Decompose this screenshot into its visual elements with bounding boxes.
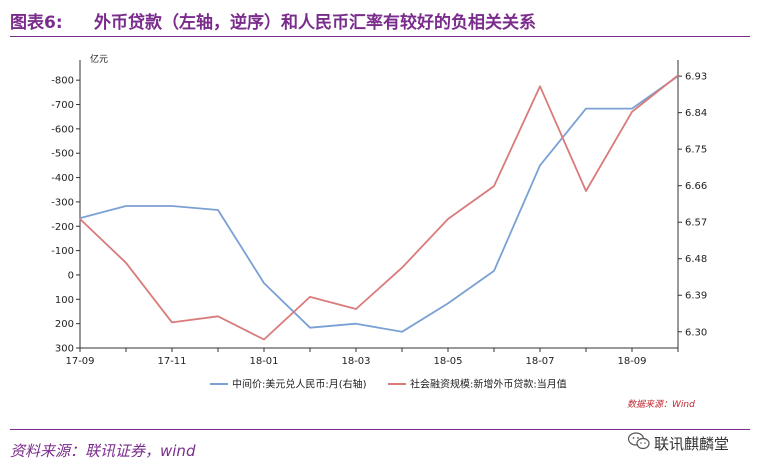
right-tick-label: 6.93	[685, 72, 707, 83]
left-tick-label: 100	[55, 295, 74, 306]
left-tick-label: 0	[68, 270, 74, 281]
fx-loans-series-line	[79, 74, 679, 341]
x-tick-label: 17-09	[65, 356, 94, 367]
watermark-text: 联讯麒麟堂	[654, 434, 730, 453]
footer-divider	[10, 429, 750, 430]
right-tick-label: 6.39	[685, 291, 707, 302]
figure-label: 图表6:	[10, 13, 63, 33]
legend-label: 社会融资规模:新增外币贷款:当月值	[410, 378, 567, 391]
left-axis-unit: 亿元	[90, 53, 108, 65]
x-tick-label: 18-07	[525, 356, 554, 367]
legend-fx-loans: 社会融资规模:新增外币贷款:当月值	[388, 378, 567, 391]
left-tick-label: 300	[55, 344, 74, 355]
legend-layer: 中间价:美元兑人民币:月(右轴) 社会融资规模:新增外币贷款:当月值	[210, 378, 567, 391]
x-tick-label: 18-09	[617, 356, 646, 367]
right-tick-label: 6.66	[685, 181, 707, 192]
legend-usdcny: 中间价:美元兑人民币:月(右轴)	[210, 378, 367, 391]
chart-panel: -800 -700 -600 -500 -400 -300 -200 -100 0 100 200 3…	[20, 48, 720, 420]
right-tick-label: 6.57	[685, 218, 707, 229]
watermark: 联讯麒麟堂	[627, 432, 730, 454]
x-tick-label: 18-05	[433, 356, 462, 367]
left-tick-label: -600	[51, 124, 74, 135]
source-line: 资料来源：联讯证券，wind	[10, 442, 196, 460]
left-tick-label: -400	[51, 173, 74, 184]
title-divider	[10, 36, 750, 37]
usdcny-series-line	[79, 75, 679, 333]
figure-title: 外币贷款（左轴，逆序）和人民币汇率有较好的负相关关系	[94, 13, 536, 33]
series-layer	[79, 74, 679, 341]
title-bar: 图表6: 外币贷款（左轴，逆序）和人民币汇率有较好的负相关关系	[0, 0, 768, 40]
left-tick-label: 200	[55, 319, 74, 330]
legend-label: 中间价:美元兑人民币:月(右轴)	[232, 378, 367, 391]
right-tick-label: 6.84	[685, 108, 707, 119]
left-tick-label: -800	[51, 76, 74, 87]
left-tick-label: -100	[51, 246, 74, 257]
right-tick-label: 6.48	[685, 254, 707, 265]
x-tick-label: 18-01	[249, 356, 278, 367]
right-tick-label: 6.30	[685, 327, 707, 338]
x-tick-label: 18-03	[341, 356, 370, 367]
chart-source-note: 数据来源：Wind	[627, 399, 695, 410]
line-chart: -800 -700 -600 -500 -400 -300 -200 -100 0 100 200 3…	[51, 53, 707, 410]
axes-layer: -800 -700 -600 -500 -400 -300 -200 -100 0 100 200 3…	[51, 60, 707, 367]
left-tick-label: -700	[51, 100, 74, 111]
wechat-icon	[627, 432, 650, 454]
right-tick-label: 6.75	[685, 145, 707, 156]
left-tick-label: -300	[51, 197, 74, 208]
left-tick-label: -500	[51, 149, 74, 160]
x-tick-label: 17-11	[157, 356, 186, 367]
left-tick-label: -200	[51, 222, 74, 233]
